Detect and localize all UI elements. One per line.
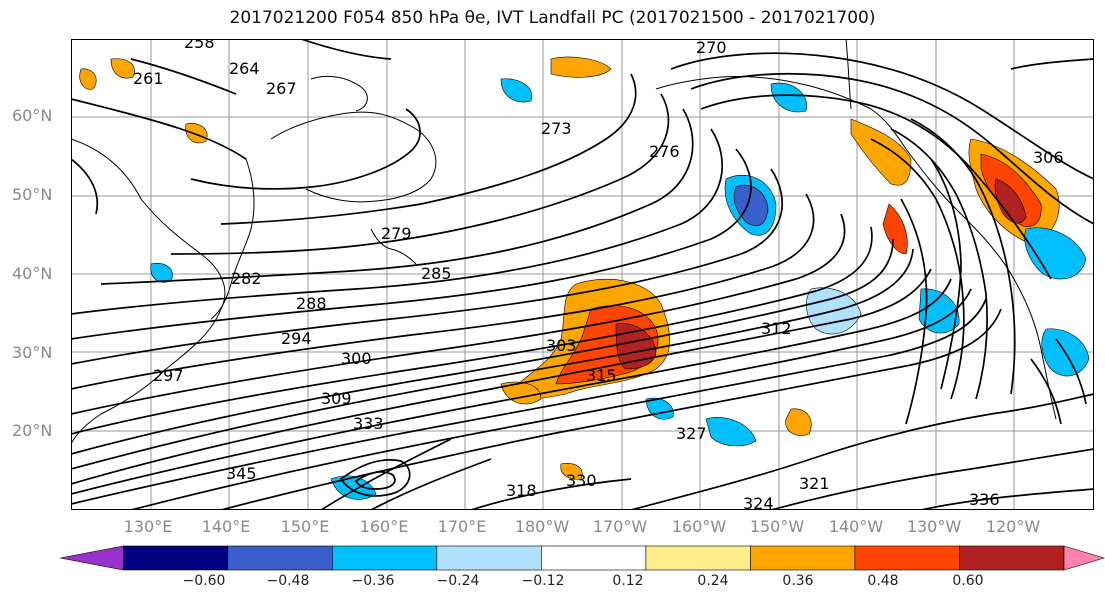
contour-label-288: 288: [296, 294, 327, 313]
colorbar-segment: [750, 545, 856, 571]
lon-label-160w: 160°W: [671, 517, 727, 536]
lon-label-160e: 160°E: [359, 517, 409, 536]
contour-label-279: 279: [381, 224, 412, 243]
colorbar-tick-m048: −0.48: [266, 573, 310, 589]
contour-label-318: 318: [506, 481, 537, 500]
contour-label-324: 324: [743, 494, 774, 510]
lon-label-140w: 140°W: [828, 517, 884, 536]
colorbar-segment: [227, 545, 333, 571]
colorbar-tick-m012: −0.12: [521, 573, 565, 589]
colorbar-segment: [332, 545, 438, 571]
lon-label-140e: 140°E: [201, 517, 251, 536]
contour-label-333: 333: [353, 414, 384, 433]
contour-label-345: 345: [226, 464, 257, 483]
lat-label-30n: 30°N: [12, 343, 53, 362]
colorbar-tick-012: 0.12: [612, 573, 644, 589]
colorbar-segment: [541, 545, 647, 571]
contour-label-303: 303: [546, 336, 577, 355]
lat-label-20n: 20°N: [12, 421, 53, 440]
colorbar-tick-048: 0.48: [867, 573, 899, 589]
contour-label-312: 312: [761, 319, 792, 338]
contour-label-306: 306: [1033, 148, 1064, 167]
colorbar-tick-m060: −0.60: [182, 573, 226, 589]
contour-label-261: 261: [133, 69, 164, 88]
colorbar-segment: [122, 545, 229, 571]
lat-label-60n: 60°N: [12, 106, 53, 125]
colorbar-tick-m024: −0.24: [436, 573, 480, 589]
lon-label-150w: 150°W: [749, 517, 805, 536]
contour-label-294: 294: [281, 329, 312, 348]
colorbar-tick-060: 0.60: [952, 573, 984, 589]
colorbar-tick-024: 0.24: [697, 573, 729, 589]
lon-label-120w: 120°W: [985, 517, 1041, 536]
lon-label-170e: 170°E: [437, 517, 487, 536]
colorbar-segment: [959, 545, 1065, 571]
colorbar-segment: [60, 545, 124, 571]
lon-label-130w: 130°W: [906, 517, 962, 536]
contour-label-297: 297: [153, 366, 184, 385]
contour-label-300: 300: [341, 349, 372, 368]
map-title: 2017021200 F054 850 hPa θe, IVT Landfall…: [229, 8, 876, 28]
lat-label-50n: 50°N: [12, 185, 53, 204]
lat-label-40n: 40°N: [12, 264, 53, 283]
contour-label-264: 264: [229, 59, 260, 78]
contour-label-321: 321: [799, 474, 830, 493]
contour-label-282: 282: [231, 269, 262, 288]
colorbar-segment: [1063, 545, 1105, 571]
contour-label-285: 285: [421, 264, 452, 283]
colorbar: [60, 545, 1105, 571]
contour-label-258: 258: [184, 39, 215, 52]
contour-label-327: 327: [676, 424, 707, 443]
lon-label-130e: 130°E: [123, 517, 173, 536]
contour-label-group: 258 264 261 267 270 273 276 279 282 285 …: [133, 39, 1064, 510]
colorbar-tick-m036: −0.36: [351, 573, 395, 589]
map-panel: 258 264 261 267 270 273 276 279 282 285 …: [71, 39, 1094, 510]
contour-label-336: 336: [969, 490, 1000, 509]
contour-label-309: 309: [321, 389, 352, 408]
graticule: [71, 39, 1094, 510]
colorbar-segment: [854, 545, 960, 571]
contour-label-315: 315: [586, 366, 617, 385]
contour-label-276: 276: [649, 142, 680, 161]
lon-label-170w: 170°W: [592, 517, 648, 536]
theta-e-contours: [71, 39, 1094, 510]
colorbar-tick-036: 0.36: [782, 573, 814, 589]
contour-label-267: 267: [266, 79, 297, 98]
lon-label-150e: 150°E: [280, 517, 330, 536]
contour-label-270: 270: [696, 39, 727, 57]
contour-label-330: 330: [566, 471, 597, 490]
colorbar-segment: [436, 545, 542, 571]
lon-label-180w: 180°W: [514, 517, 570, 536]
colorbar-segment: [645, 545, 751, 571]
contour-label-273: 273: [541, 119, 572, 138]
